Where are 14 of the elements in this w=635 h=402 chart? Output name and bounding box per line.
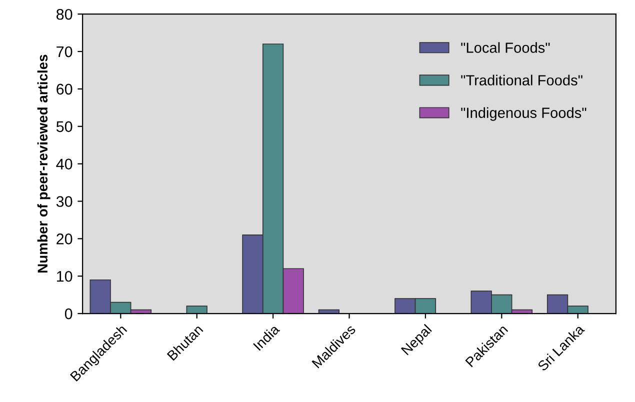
y-tick-label: 30 — [56, 196, 72, 207]
y-axis-title: Number of peer-reviewed articles — [37, 54, 50, 272]
legend-label: "Local Foods" — [461, 42, 550, 53]
y-tick-label: 50 — [56, 121, 72, 132]
y-tick-label: 20 — [56, 234, 72, 244]
y-tick-label: 60 — [56, 84, 72, 95]
legend-label: "Traditional Foods" — [461, 74, 582, 86]
y-tick-label: 0 — [64, 308, 72, 320]
y-tick-label: 70 — [56, 46, 72, 58]
y-tick-label: 10 — [57, 270, 72, 282]
legend-label: "Indigenous Foods" — [461, 107, 586, 121]
y-tick-label: 40 — [56, 158, 72, 170]
y-tick-label: 80 — [56, 8, 72, 20]
bar — [186, 306, 208, 314]
